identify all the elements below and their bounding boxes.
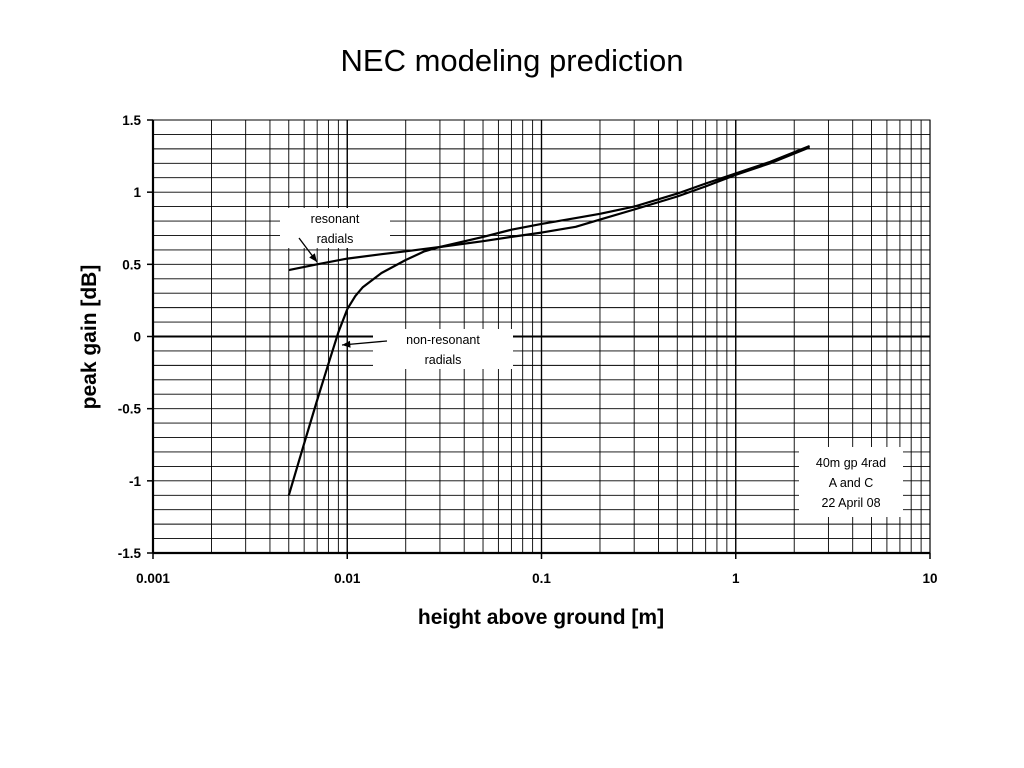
annotations: resonant radials non-resonant radials 40m gp… — [280, 208, 903, 517]
annotation-resonant-arrow — [298, 237, 318, 263]
y-tick-label: -0.5 — [118, 402, 142, 417]
y-tick-label: 1.5 — [122, 113, 141, 128]
info-note-box — [799, 447, 903, 517]
annotation-non-resonant-box — [373, 329, 513, 369]
x-tick-label: 10 — [922, 571, 937, 586]
annotation-non-resonant: non-resonant radials — [373, 329, 513, 369]
y-tick-label: 0.5 — [122, 257, 141, 272]
x-tick-label: 0.01 — [334, 571, 361, 586]
x-tick-label: 1 — [732, 571, 740, 586]
axes: -1.5 -1 -0.5 0 0.5 1 1.5 0.001 0.01 0.1 1 10 — [118, 113, 938, 586]
y-tick-label: -1 — [129, 474, 141, 489]
chart-title: NEC modeling prediction — [341, 43, 684, 78]
annotation-resonant: resonant radials — [280, 208, 390, 248]
y-tick-label: -1.5 — [118, 546, 142, 561]
x-tick-label: 0.1 — [532, 571, 551, 586]
annotation-resonant-text: resonant — [311, 212, 360, 226]
annotation-resonant-arrow-head — [309, 253, 317, 262]
annotation-resonant-box — [280, 208, 390, 248]
x-tick-label: 0.001 — [136, 571, 170, 586]
info-note: 40m gp 4rad A and C 22 April 08 — [799, 447, 903, 517]
y-tick-label: 0 — [133, 330, 141, 345]
info-note-text: 40m gp 4rad — [816, 456, 886, 470]
annotation-non-resonant-text: radials — [425, 353, 462, 367]
series-layer — [287, 144, 811, 496]
annotation-resonant-text: radials — [317, 232, 354, 246]
x-axis-label: height above ground [m] — [418, 606, 664, 629]
info-note-text: 22 April 08 — [821, 496, 880, 510]
series-line-resonant — [288, 146, 811, 272]
series-line-non-resonant — [287, 144, 811, 496]
y-axis-label: peak gain [dB] — [78, 265, 101, 410]
annotation-non-resonant-text: non-resonant — [406, 333, 480, 347]
annotation-non-resonant-arrow — [341, 340, 388, 348]
info-note-text: A and C — [829, 476, 873, 490]
y-tick-label: 1 — [133, 185, 141, 200]
annotation-non-resonant-arrow-head — [342, 340, 351, 348]
